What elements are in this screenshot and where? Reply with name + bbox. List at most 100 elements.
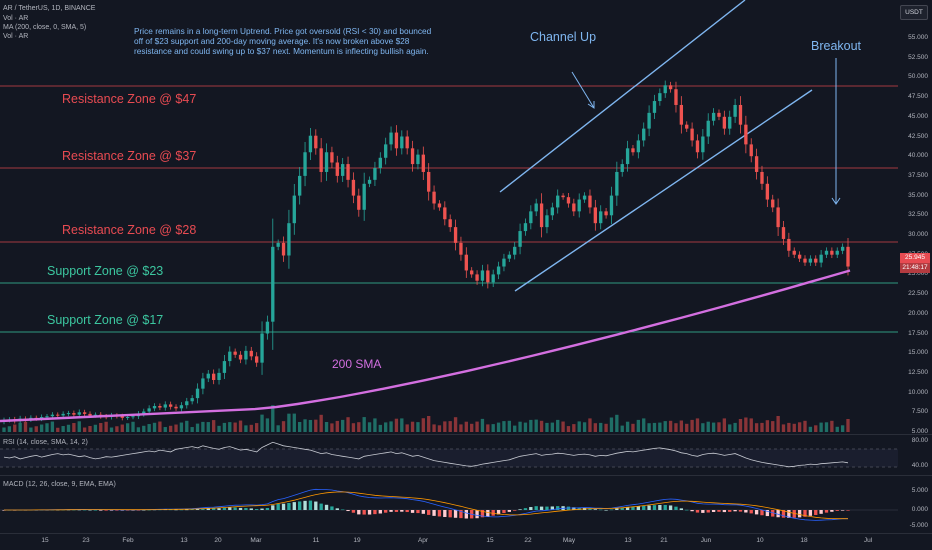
channel-upper-line	[499, 0, 746, 193]
currency-selector[interactable]: USDT	[900, 5, 928, 20]
macd-bar	[593, 509, 598, 510]
volume-bar	[647, 423, 651, 432]
price-axis-label: 5.000	[911, 428, 928, 435]
macd-bar	[513, 510, 517, 511]
ma-legend[interactable]: MA (200, close, 0, SMA, 5)	[3, 24, 87, 31]
symbol-legend[interactable]: AR / TetherUS, 1D, BINANCE	[3, 5, 96, 12]
volume-bar	[475, 421, 479, 432]
volume-bar	[674, 423, 678, 432]
volume-bar	[265, 418, 270, 432]
volume-bar	[480, 418, 485, 432]
volume-bar	[163, 427, 167, 432]
candle-body	[518, 231, 522, 247]
candle-body	[303, 152, 307, 176]
macd-bar	[405, 510, 409, 513]
breakout-arrow-head	[831, 197, 841, 205]
volume-bar	[631, 423, 635, 432]
volume-bar	[502, 421, 506, 432]
volume-legend[interactable]: Vol · AR	[3, 15, 29, 22]
volume-bar	[781, 424, 786, 432]
volume-bar	[341, 419, 345, 432]
macd-bar	[658, 504, 662, 510]
candle-body	[846, 246, 850, 267]
macd-bar	[486, 510, 490, 517]
volume-bar	[174, 424, 178, 432]
volume-bar	[276, 425, 280, 432]
macd-bar	[636, 506, 641, 510]
time-axis-label: Apr	[417, 537, 429, 544]
macd-bar	[840, 510, 845, 511]
volume-bar	[18, 422, 22, 432]
volume-bar	[314, 419, 318, 432]
volume-bar	[13, 424, 17, 432]
volume-bar	[61, 426, 65, 432]
volume-bar	[797, 422, 802, 432]
macd-bar	[384, 510, 388, 513]
candle-body	[120, 416, 124, 418]
candle-body	[389, 132, 393, 145]
macd-bar	[206, 508, 210, 510]
rsi-pane-divider[interactable]	[0, 434, 932, 435]
countdown-tag: 21:48:17	[900, 263, 930, 273]
macd-bar	[599, 509, 603, 511]
candle-body	[744, 124, 748, 145]
candle-body	[706, 120, 710, 137]
volume-bar	[346, 417, 350, 432]
macd-bar	[125, 510, 130, 511]
candle-body	[254, 356, 259, 363]
candle-body	[217, 372, 221, 380]
channel-arrow-head	[587, 101, 595, 109]
macd-bar	[647, 505, 651, 510]
volume-bar	[830, 420, 834, 432]
volume-bar	[437, 425, 442, 432]
candle-body	[373, 168, 377, 180]
macd-legend[interactable]: MACD (12, 26, close, 9, EMA, EMA)	[3, 481, 116, 488]
volume-bar	[427, 416, 431, 432]
volume-bar	[787, 422, 791, 432]
volume-bar	[249, 424, 253, 432]
macd-bar	[835, 510, 839, 511]
candle-body	[679, 104, 684, 125]
macd-bar	[728, 510, 732, 512]
volume-bar	[147, 424, 151, 432]
macd-bar	[303, 500, 307, 510]
macd-bar	[733, 510, 737, 512]
volume-bar	[228, 422, 232, 432]
macd-bar	[421, 510, 425, 514]
volume-bar	[271, 405, 275, 432]
macd-bar	[534, 506, 538, 510]
candle-body	[142, 411, 146, 414]
candle-body	[190, 398, 194, 402]
volume-bar	[722, 418, 727, 432]
macd-pane-divider[interactable]	[0, 475, 932, 476]
volume-bar	[50, 421, 55, 432]
rsi-legend[interactable]: RSI (14, close, SMA, 14, 2)	[3, 439, 88, 446]
candle-body	[260, 333, 264, 363]
macd-bar	[765, 510, 770, 517]
candle-body	[486, 270, 490, 283]
macd-bar	[136, 510, 141, 511]
volume-bar	[792, 423, 796, 432]
volume-bar	[362, 417, 366, 432]
candle-body	[292, 195, 296, 224]
time-axis-label: Mar	[250, 537, 262, 544]
macd-bar	[260, 508, 264, 510]
candle-body	[658, 93, 662, 102]
candle-body	[502, 258, 506, 267]
volume-bar	[308, 419, 313, 432]
volume-bar	[168, 425, 173, 432]
macd-bar	[502, 510, 506, 514]
candle-body	[835, 250, 839, 255]
volume-bar	[142, 425, 146, 432]
volume-bar	[620, 425, 624, 432]
volume-legend-2[interactable]: Vol · AR	[3, 33, 29, 40]
volume-bar	[652, 422, 657, 432]
candle-body	[50, 414, 55, 417]
macd-bar	[93, 509, 98, 511]
volume-bar	[738, 419, 743, 432]
macd-bar	[577, 507, 581, 510]
volume-bar	[668, 420, 673, 432]
price-axis-label: 12.500	[908, 368, 928, 376]
time-axis-label: 23	[82, 537, 90, 544]
